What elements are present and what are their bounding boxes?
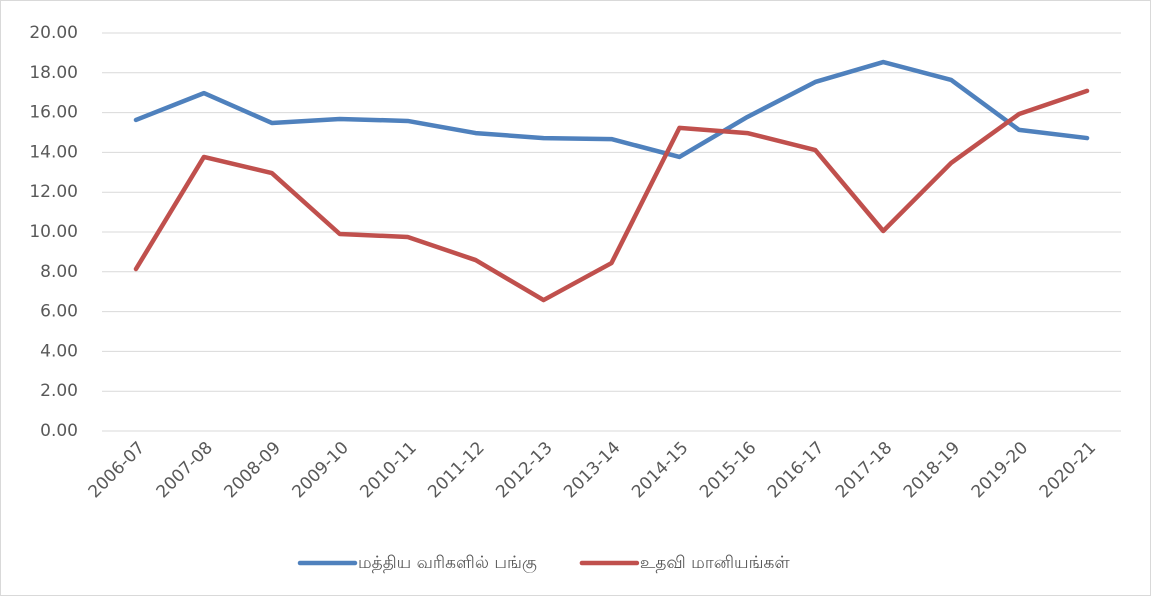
y-tick-label: 20.00 (29, 23, 78, 43)
y-tick-label: 16.00 (29, 103, 78, 123)
series-line (133, 88, 1090, 303)
y-tick-label: 0.00 (40, 421, 78, 441)
y-tick-label: 4.00 (40, 341, 78, 361)
y-tick-label: 12.00 (29, 182, 78, 202)
y-tick-label: 8.00 (40, 262, 78, 282)
y-tick-label: 18.00 (29, 63, 78, 83)
y-tick-label: 10.00 (29, 222, 78, 242)
legend-label: மத்திய வரிகளில் பங்கு (358, 553, 537, 573)
series-line (133, 59, 1090, 160)
y-tick-label: 14.00 (29, 142, 78, 162)
legend-label: உதவி மானியங்கள் (640, 553, 790, 573)
y-tick-label: 2.00 (40, 381, 78, 401)
y-tick-label: 6.00 (40, 302, 78, 322)
